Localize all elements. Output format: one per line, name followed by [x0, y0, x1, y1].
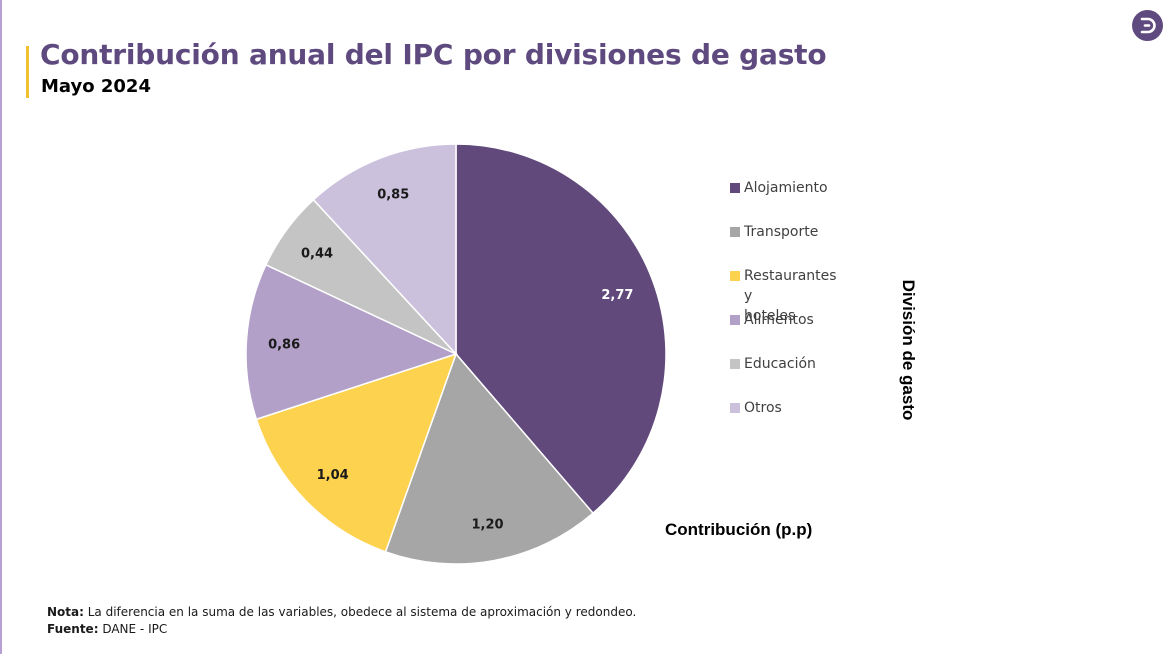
note-text: La diferencia en la suma de las variable… — [83, 605, 637, 619]
legend-label: Restaurantes y hoteles — [744, 268, 837, 324]
logo-glyph — [1140, 17, 1156, 34]
data-label-transporte: 1,20 — [472, 517, 504, 532]
legend-swatch — [730, 183, 740, 193]
legend-swatch — [730, 359, 740, 369]
footer-source: Fuente: DANE - IPC — [47, 621, 636, 638]
data-label-educacion: 0,44 — [301, 246, 333, 261]
legend-item-alimentos: Alimentos — [730, 310, 814, 330]
data-label-alimentos: 0,86 — [268, 337, 300, 352]
data-label-alojamiento: 2,77 — [601, 288, 633, 303]
footer-notes: Nota: La diferencia en la suma de las va… — [47, 604, 636, 638]
legend-item-restaurantes-y-hoteles: Restaurantes y hoteles — [730, 266, 837, 326]
legend-swatch — [730, 315, 740, 325]
source-text: DANE - IPC — [98, 622, 168, 636]
legend-swatch — [730, 271, 740, 281]
legend-label: Otros — [744, 400, 782, 416]
source-label: Fuente: — [47, 622, 99, 636]
page-title: Contribución anual del IPC por divisione… — [40, 38, 827, 71]
legend-label: Transporte — [744, 224, 819, 240]
data-label-otros: 0,85 — [377, 188, 409, 203]
legend-label: Alimentos — [744, 312, 814, 328]
legend-label: Educación — [744, 356, 816, 372]
data-label-restaurantes-y-hoteles: 1,04 — [317, 468, 349, 483]
x-axis-title: Contribución (p.p) — [665, 520, 813, 539]
dane-d-logo-icon[interactable] — [1132, 10, 1163, 41]
pie-slice-alojamiento — [455, 143, 667, 515]
footer-note: Nota: La diferencia en la suma de las va… — [47, 604, 636, 621]
left-edge-line — [0, 0, 2, 654]
y-axis-title-wrap: División de gasto — [895, 270, 921, 430]
y-axis-title: División de gasto — [899, 279, 918, 421]
legend-label: Alojamiento — [744, 180, 828, 196]
title-accent-bar — [26, 46, 29, 98]
legend-item-otros: Otros — [730, 398, 782, 418]
legend-swatch — [730, 403, 740, 413]
legend-item-educacion: Educación — [730, 354, 816, 374]
legend-swatch — [730, 227, 740, 237]
legend-item-transporte: Transporte — [730, 222, 818, 242]
pie-slice-alimentos — [245, 263, 459, 421]
note-label: Nota: — [47, 605, 84, 619]
page-subtitle: Mayo 2024 — [41, 76, 151, 97]
pie-slice-otros — [312, 143, 457, 356]
legend-item-alojamiento: Alojamiento — [730, 178, 828, 198]
